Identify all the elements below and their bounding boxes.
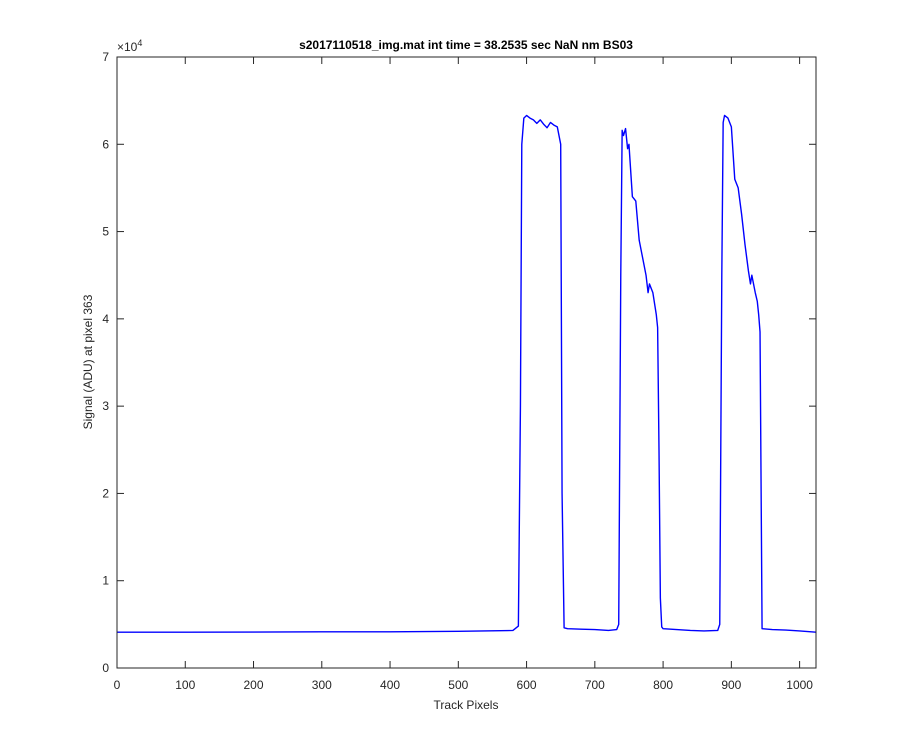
x-tick-label: 300 (312, 678, 332, 692)
y-tick-label: 6 (102, 137, 109, 151)
series-layer (117, 114, 817, 633)
y-tick-label: 1 (102, 574, 109, 588)
y-tick-label: 4 (102, 312, 109, 326)
x-tick-label: 1000 (786, 678, 813, 692)
plot-area (117, 57, 816, 668)
x-ticks: 0 100 200 300 400 500 600 700 800 900 1000 (114, 57, 813, 692)
y-tick-label: 5 (102, 225, 109, 239)
y-ticks: 0 1 2 3 4 5 6 7 (102, 50, 816, 675)
x-tick-label: 900 (721, 678, 741, 692)
y-tick-label: 7 (102, 50, 109, 64)
y-tick-label: 3 (102, 399, 109, 413)
y-axis-label: Signal (ADU) at pixel 363 (81, 294, 95, 429)
exponent-power: 4 (137, 38, 142, 48)
x-tick-label: 100 (175, 678, 195, 692)
y-exponent-label: ×104 (117, 38, 142, 54)
x-tick-label: 0 (114, 678, 121, 692)
chart-title: s2017110518_img.mat int time = 38.2535 s… (299, 38, 633, 52)
y-tick-label: 0 (102, 661, 109, 675)
x-tick-label: 200 (244, 678, 264, 692)
x-tick-label: 600 (517, 678, 537, 692)
x-tick-label: 700 (585, 678, 605, 692)
y-tick-label: 2 (102, 486, 109, 500)
axes-box (116, 56, 817, 669)
exponent-base: ×10 (117, 40, 138, 54)
x-tick-label: 400 (380, 678, 400, 692)
x-tick-label: 800 (653, 678, 673, 692)
x-axis-label: Track Pixels (434, 698, 499, 712)
series-line-0 (117, 114, 817, 633)
x-tick-label: 500 (448, 678, 468, 692)
